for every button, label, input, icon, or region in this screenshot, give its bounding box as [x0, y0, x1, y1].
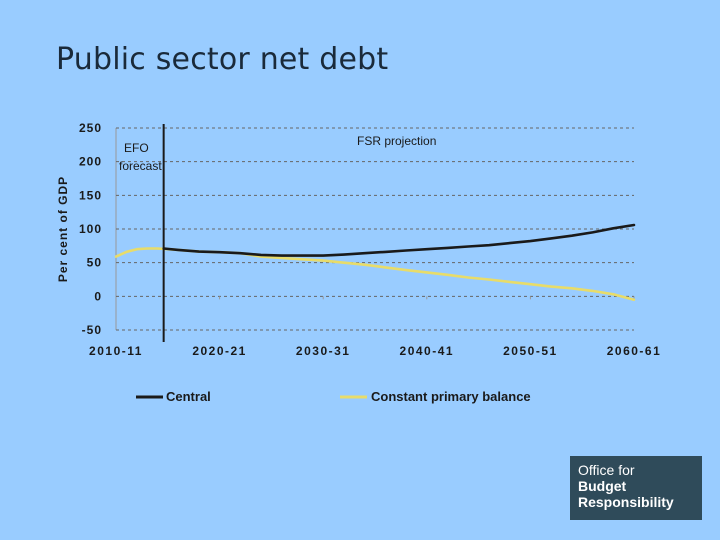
series-line-constant-primary-balance [114, 247, 636, 301]
y-tick-label: 150 [79, 188, 102, 202]
x-tick-labels: 2010-11 2020-21 2030-31 2040-41 2050-51 2060-… [89, 344, 662, 358]
x-tick-label: 2020-21 [192, 344, 247, 358]
legend-label: Constant primary balance [371, 389, 531, 404]
logo-line-3: Responsibility [578, 494, 674, 510]
efo-label-line1: EFO [124, 141, 149, 155]
series-line-central [162, 223, 636, 257]
legend-label: Central [166, 389, 211, 404]
fsr-projection-label: FSR projection [357, 134, 436, 148]
debt-chart: 250 200 150 100 50 0 -50 2010-11 2020-21 2030-31… [56, 121, 662, 404]
y-tick-label: 200 [79, 155, 102, 169]
logo-line-2: Budget [578, 478, 627, 494]
obr-logo: Office for Budget Responsibility [570, 456, 702, 520]
x-tick-label: 2040-41 [400, 344, 455, 358]
x-tick-label: 2030-31 [296, 344, 351, 358]
y-tick-label: 100 [79, 222, 102, 236]
x-tick-label: 2050-51 [503, 344, 558, 358]
legend: Central Constant primary balance [136, 389, 531, 404]
y-tick-label: 0 [94, 289, 102, 303]
y-tick-label: 50 [87, 256, 102, 270]
grid-layer [115, 127, 635, 331]
y-tick-label: -50 [82, 323, 102, 337]
logo-line-1: Office for [578, 462, 635, 478]
efo-label-line2: forecast [119, 159, 162, 173]
y-tick-label: 250 [79, 121, 102, 135]
x-tick-label: 2060-61 [607, 344, 662, 358]
y-axis-label: Per cent of GDP [56, 176, 70, 282]
y-tick-labels: 250 200 150 100 50 0 -50 [79, 121, 102, 337]
slide-title: Public sector net debt [56, 42, 389, 77]
x-tick-label: 2010-11 [89, 344, 143, 358]
